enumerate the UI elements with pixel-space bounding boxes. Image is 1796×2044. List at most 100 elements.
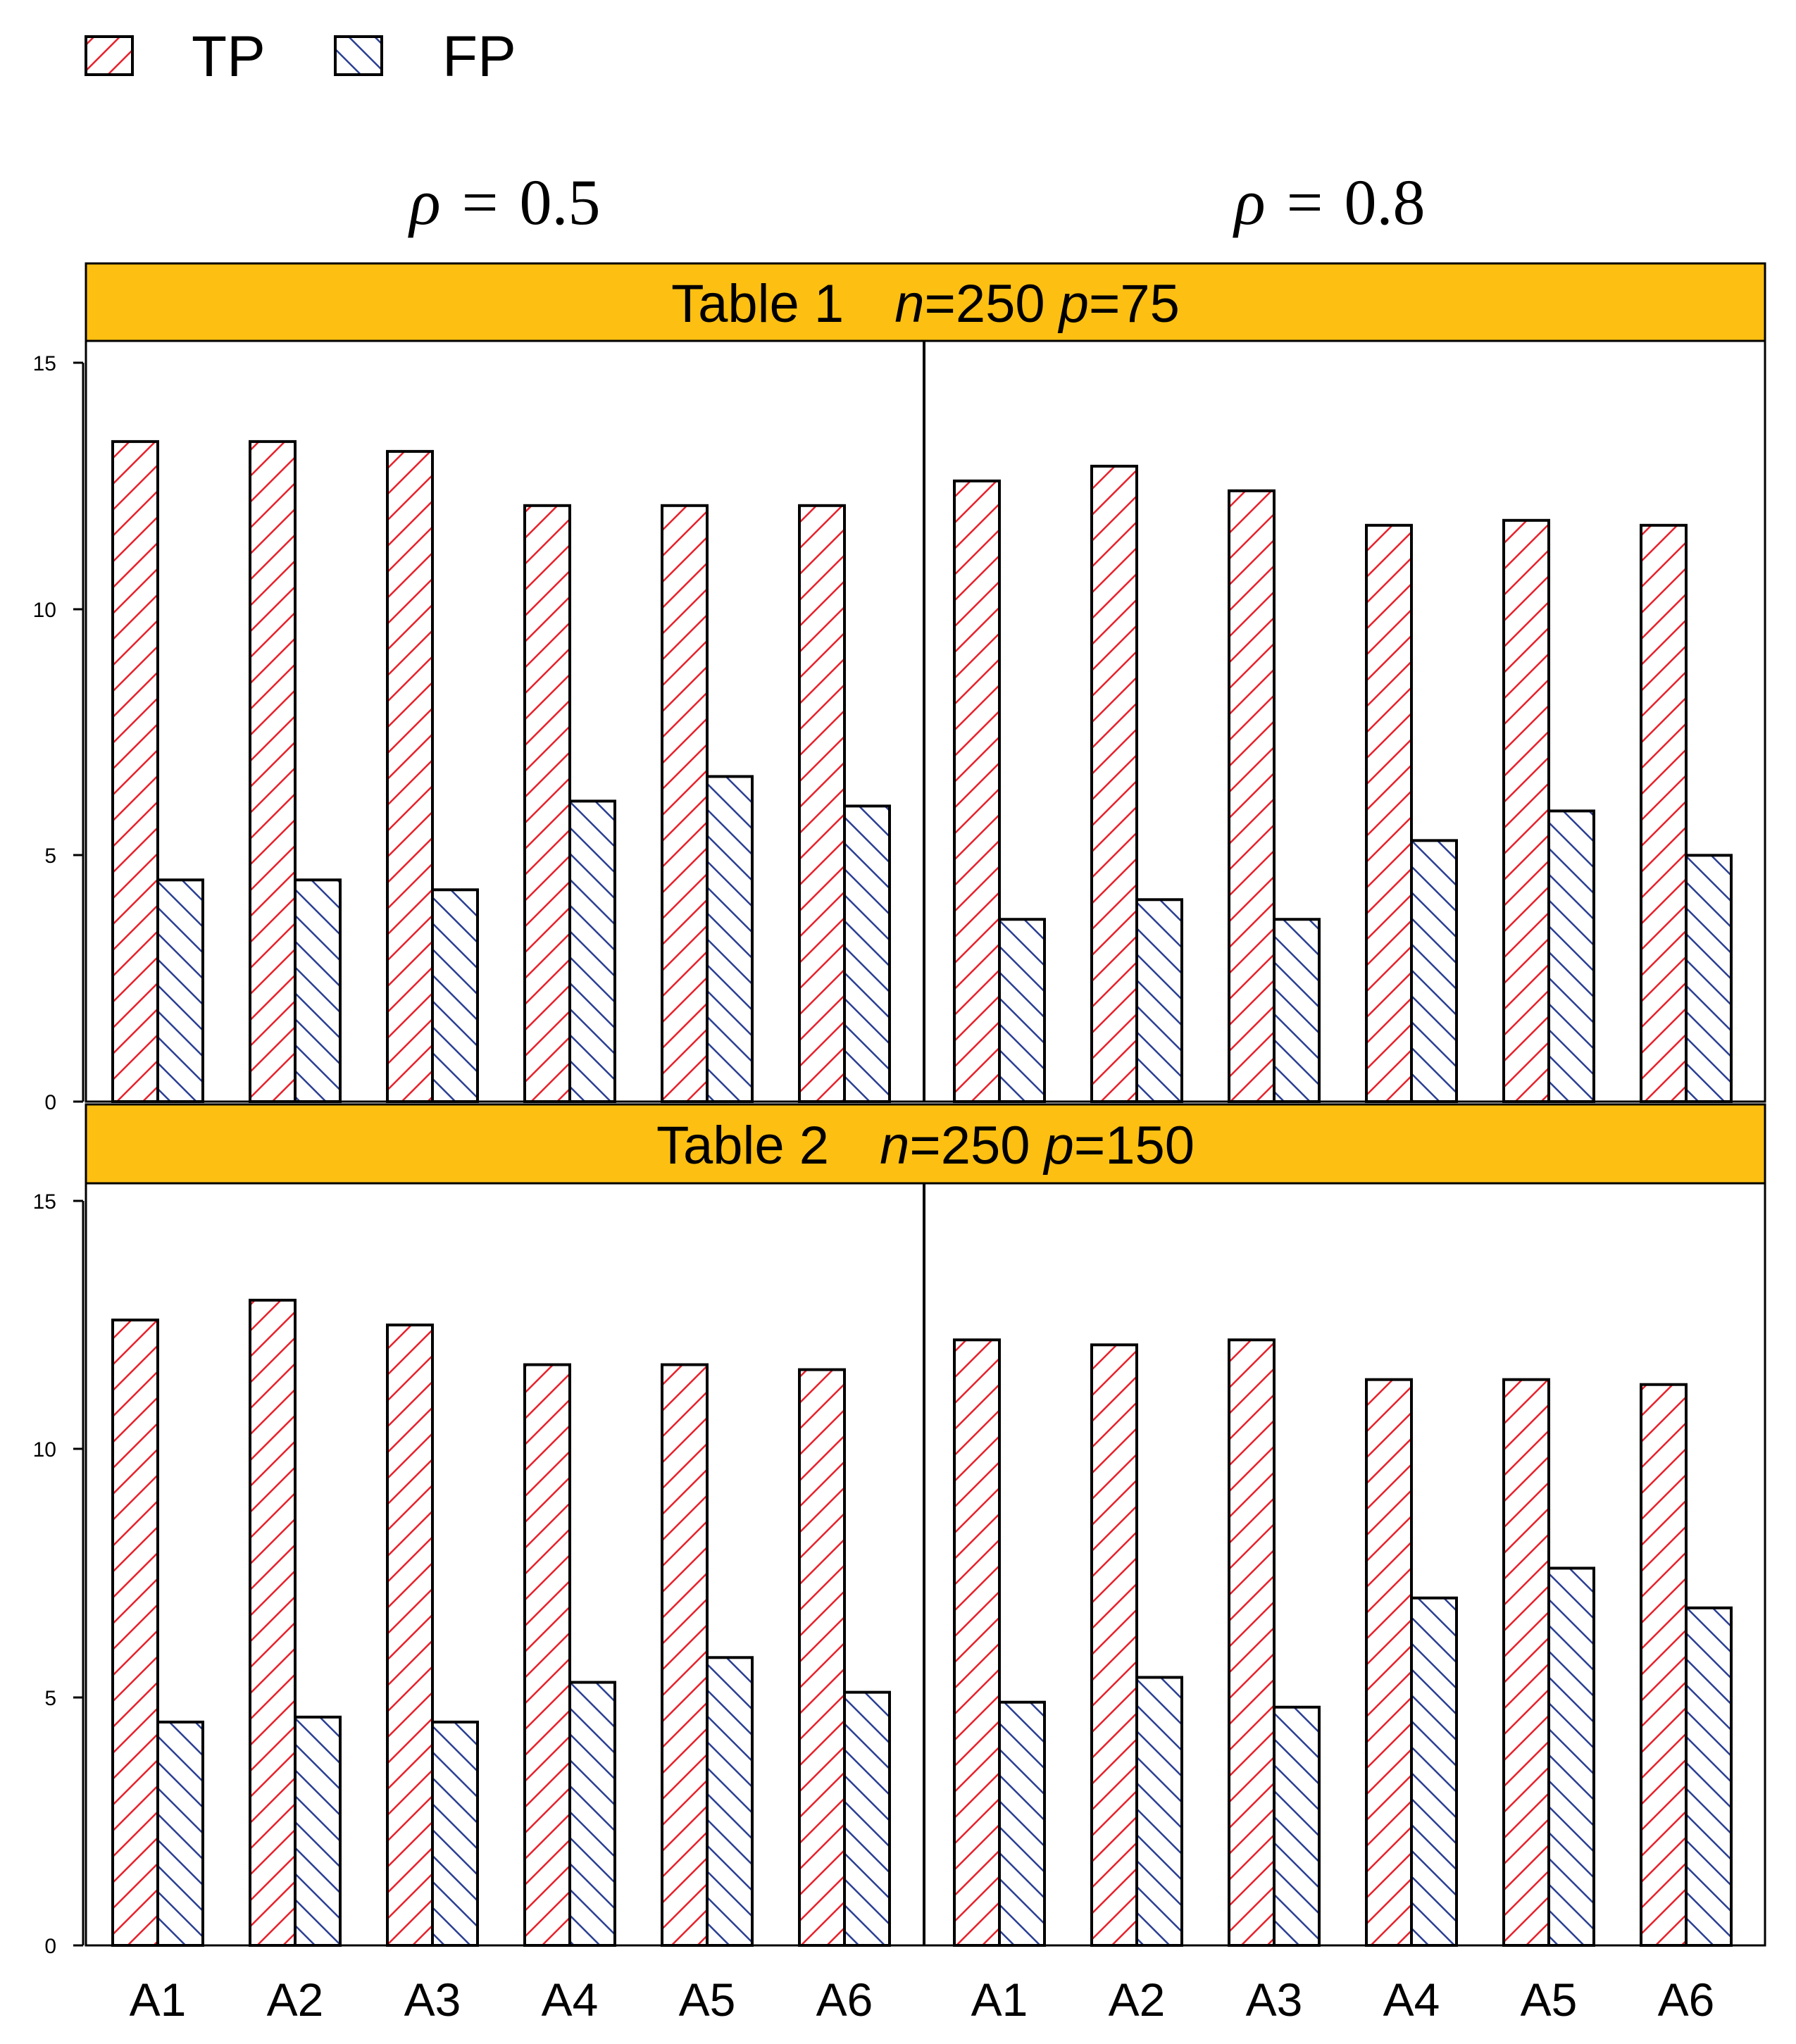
legend-label-fp: FP [442, 25, 516, 89]
bar-fp-a6 [843, 804, 891, 1104]
strip-n-label: n [880, 1116, 909, 1176]
bars-table-1-rho-08 [953, 464, 1733, 1104]
x-tick-label: A4 [542, 1974, 599, 2026]
x-tick-label: A6 [816, 1974, 873, 2026]
bar-tp-a2 [1090, 1343, 1138, 1948]
bar-tp-a4 [523, 1363, 571, 1948]
bar-tp-a2 [249, 1298, 297, 1947]
x-tick-label: A2 [267, 1974, 324, 2026]
strip-table-1 [85, 262, 1766, 342]
bars-table-2-rho-08 [953, 1338, 1733, 1948]
bar-tp-a1 [111, 1319, 159, 1947]
bar-tp-a3 [386, 449, 434, 1103]
bar-tp-a3 [1228, 489, 1276, 1103]
bar-fp-a1 [998, 1700, 1046, 1948]
bar-fp-a6 [1685, 854, 1733, 1104]
x-tick-label: A4 [1383, 1974, 1440, 2026]
x-tick-label: A2 [1109, 1974, 1166, 2026]
rho-operator: = [1287, 166, 1323, 238]
strip-prefix: Table 1 [671, 274, 844, 334]
y-tick-label: 0 [44, 1935, 56, 1958]
bar-tp-a3 [1228, 1338, 1276, 1947]
bar-tp-a5 [1502, 518, 1550, 1103]
rho-value: 0.8 [1345, 166, 1426, 238]
x-tick-label: A1 [130, 1974, 187, 2026]
bar-tp-a2 [249, 440, 297, 1103]
y-tick-label: 0 [44, 1091, 56, 1114]
x-tick-label: A3 [404, 1974, 461, 2026]
panel-table-2: Table 2 n=250 p=150 0 5 10 15 [33, 1103, 1766, 1958]
bar-tp-a6 [798, 504, 846, 1103]
y-tick-label: 5 [44, 845, 56, 868]
strip-n-value: =250 [909, 1116, 1030, 1176]
y-axis-ticks-table-2: 0 5 10 15 [33, 1190, 83, 1958]
strip-table-2 [85, 1103, 1766, 1185]
bar-fp-a2 [294, 1715, 342, 1947]
strip-title-table-2: Table 2 n=250 p=150 [656, 1116, 1195, 1176]
y-tick-label: 10 [33, 1438, 56, 1462]
bar-fp-a3 [1273, 1705, 1321, 1947]
bar-fp-a5 [706, 1656, 754, 1947]
bar-fp-a2 [294, 878, 342, 1104]
x-tick-label: A6 [1658, 1974, 1715, 2026]
bar-fp-a5 [1547, 1566, 1595, 1948]
bar-tp-a5 [661, 1363, 709, 1948]
bar-fp-a5 [706, 775, 754, 1103]
x-tick-label: A5 [679, 1974, 736, 2026]
bar-tp-a1 [953, 479, 1001, 1103]
y-tick-label: 15 [33, 352, 56, 375]
bar-fp-a1 [156, 1720, 204, 1947]
strip-p-value: =150 [1074, 1116, 1195, 1176]
x-tick-label: A3 [1246, 1974, 1303, 2026]
strip-p-value: =75 [1089, 274, 1180, 334]
panel-table-1: Table 1 n=250 p=75 0 5 10 15 [33, 262, 1766, 1114]
bar-tp-a5 [661, 504, 709, 1103]
rho-value: 0.5 [520, 166, 601, 238]
bar-fp-a4 [1410, 1596, 1458, 1948]
bar-fp-a2 [1135, 1676, 1183, 1947]
rho-symbol: ρ [1232, 166, 1265, 238]
strip-n-label: n [894, 274, 924, 334]
y-tick-label: 5 [44, 1687, 56, 1710]
bars-table-2-rho-05 [111, 1298, 891, 1948]
bar-fp-a3 [1273, 918, 1321, 1104]
legend-swatch-tp [85, 35, 134, 76]
strip-prefix: Table 2 [656, 1116, 829, 1176]
bar-fp-a4 [1410, 839, 1458, 1104]
bar-tp-a1 [111, 440, 159, 1103]
bar-fp-a6 [1685, 1606, 1733, 1947]
rho-symbol: ρ [407, 166, 440, 238]
bar-tp-a4 [1365, 1378, 1413, 1948]
legend-swatch-fp [334, 35, 383, 76]
rho-operator: = [462, 166, 499, 238]
bar-fp-a3 [431, 1720, 479, 1947]
bar-fp-a6 [843, 1690, 891, 1948]
bar-fp-a3 [431, 888, 479, 1103]
bar-tp-a2 [1090, 464, 1138, 1103]
bar-tp-a3 [386, 1323, 434, 1947]
bar-tp-a6 [1640, 1383, 1688, 1947]
bar-tp-a5 [1502, 1378, 1550, 1948]
y-axis-ticks-table-1: 0 5 10 15 [33, 352, 83, 1114]
bar-tp-a6 [1640, 523, 1688, 1103]
bar-fp-a1 [156, 878, 204, 1104]
bar-fp-a1 [998, 918, 1046, 1104]
bar-fp-a4 [568, 1681, 616, 1947]
y-tick-label: 10 [33, 599, 56, 622]
strip-p-label: p [1058, 274, 1089, 334]
x-axis-labels: A1 A2 A3 A4 A5 A6 A1 A2 A3 A4 A5 A6 [130, 1974, 1715, 2026]
bar-fp-a4 [568, 799, 616, 1103]
y-tick-label: 15 [33, 1190, 56, 1214]
bars-table-1-rho-05 [111, 440, 891, 1104]
legend-label-tp: TP [192, 25, 266, 89]
bar-fp-a2 [1135, 898, 1183, 1103]
column-header-rho-08: ρ = 0.8 [1232, 166, 1425, 238]
strip-p-label: p [1043, 1116, 1074, 1176]
column-headers: ρ = 0.5 ρ = 0.8 [407, 166, 1425, 238]
bar-tp-a4 [523, 504, 571, 1103]
bar-tp-a6 [798, 1368, 846, 1947]
x-tick-label: A1 [971, 1974, 1028, 2026]
bar-tp-a1 [953, 1338, 1001, 1947]
legend: TP FP [85, 25, 516, 89]
